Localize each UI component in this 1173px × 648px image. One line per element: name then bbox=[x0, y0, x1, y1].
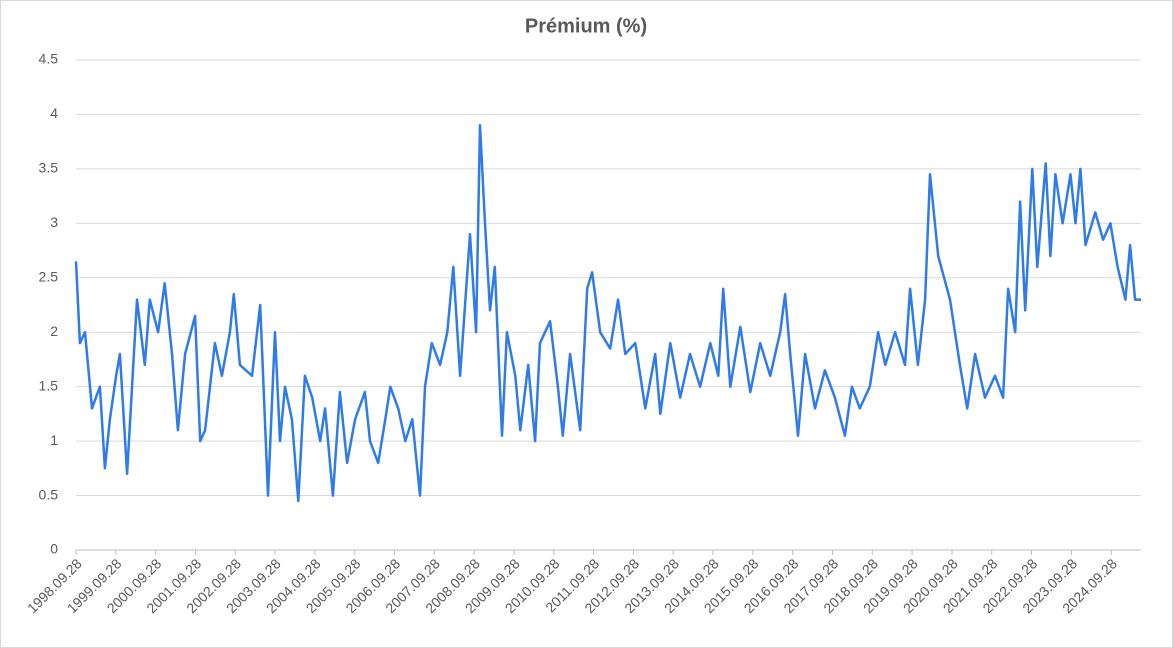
y-tick-label: 2 bbox=[50, 323, 58, 339]
y-tick-label: 1.5 bbox=[39, 377, 59, 393]
data-line bbox=[74, 124, 1141, 503]
y-tick-label: 4.5 bbox=[39, 51, 59, 67]
y-tick-label: 3.5 bbox=[39, 160, 59, 176]
chart-title: Prémium (%) bbox=[525, 15, 647, 37]
y-tick-label: 0 bbox=[50, 541, 58, 557]
y-tick-label: 1 bbox=[50, 432, 58, 448]
y-tick-label: 3 bbox=[50, 214, 58, 230]
y-tick-label: 0.5 bbox=[39, 486, 59, 502]
y-tick-label: 2.5 bbox=[39, 268, 59, 284]
y-tick-label: 4 bbox=[50, 105, 58, 121]
